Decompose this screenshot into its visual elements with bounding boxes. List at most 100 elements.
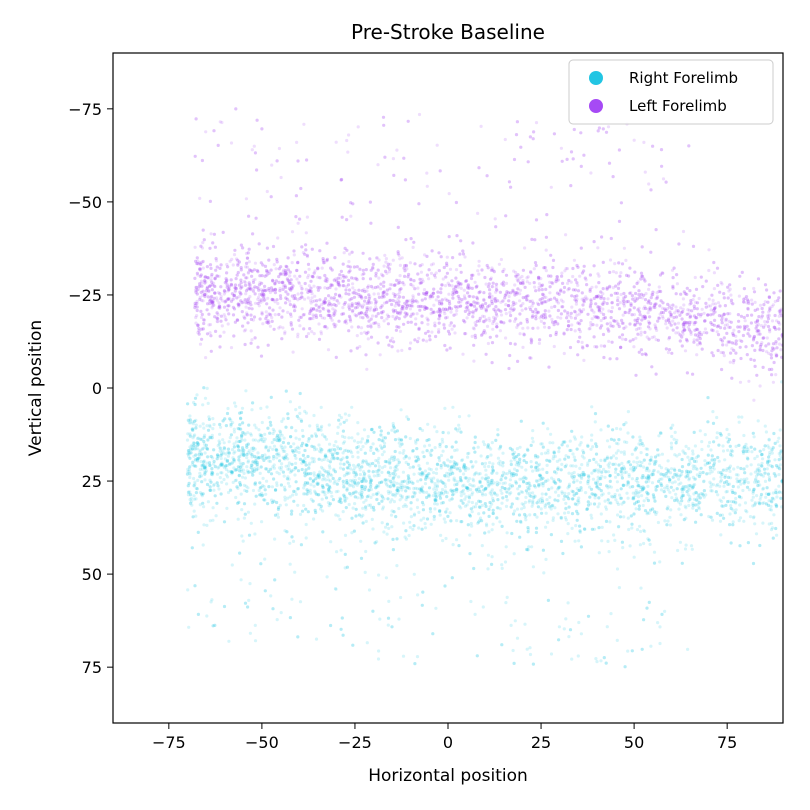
point-right-forelimb	[618, 427, 623, 431]
point-right-forelimb	[534, 461, 539, 465]
point-right-forelimb	[347, 461, 351, 465]
point-right-forelimb	[371, 493, 375, 497]
point-right-forelimb	[251, 460, 255, 464]
point-right-forelimb	[302, 486, 306, 490]
point-right-forelimb	[708, 440, 712, 445]
point-right-forelimb	[469, 599, 473, 604]
point-right-forelimb	[194, 453, 198, 457]
point-right-forelimb	[684, 516, 688, 520]
point-right-forelimb	[484, 473, 488, 477]
point-right-forelimb	[342, 462, 346, 466]
point-right-forelimb	[406, 486, 410, 490]
point-right-forelimb	[451, 464, 455, 469]
point-right-forelimb	[526, 526, 530, 530]
point-right-forelimb	[639, 464, 643, 468]
point-right-forelimb	[757, 501, 761, 505]
point-right-forelimb	[462, 464, 466, 468]
point-right-forelimb	[339, 447, 343, 451]
point-right-forelimb	[245, 469, 249, 473]
point-right-forelimb	[234, 440, 238, 444]
point-right-forelimb	[341, 451, 345, 455]
point-right-forelimb	[235, 485, 239, 489]
point-right-forelimb	[708, 465, 712, 469]
point-right-forelimb	[240, 534, 244, 538]
point-right-forelimb	[437, 456, 441, 460]
point-right-forelimb	[319, 465, 324, 469]
point-right-forelimb	[313, 489, 317, 493]
point-right-forelimb	[752, 435, 756, 439]
point-right-forelimb	[229, 433, 233, 437]
point-right-forelimb	[294, 447, 298, 451]
point-right-forelimb	[377, 456, 381, 460]
point-right-forelimb	[201, 403, 205, 407]
point-right-forelimb	[421, 590, 425, 594]
point-right-forelimb	[509, 505, 513, 509]
point-right-forelimb	[627, 474, 631, 479]
point-right-forelimb	[678, 474, 682, 478]
point-right-forelimb	[627, 527, 631, 532]
point-right-forelimb	[606, 470, 611, 474]
point-right-forelimb	[256, 456, 260, 460]
point-right-forelimb	[428, 510, 433, 514]
point-right-forelimb	[186, 588, 190, 592]
point-right-forelimb	[516, 487, 520, 491]
point-right-forelimb	[483, 487, 488, 491]
point-right-forelimb	[557, 625, 562, 629]
point-right-forelimb	[273, 513, 278, 517]
point-right-forelimb	[659, 488, 664, 492]
point-right-forelimb	[477, 505, 482, 509]
point-right-forelimb	[614, 467, 618, 471]
point-right-forelimb	[559, 539, 564, 544]
point-right-forelimb	[385, 532, 389, 536]
point-right-forelimb	[327, 478, 331, 482]
point-right-forelimb	[765, 486, 769, 490]
point-right-forelimb	[341, 441, 345, 445]
point-right-forelimb	[647, 538, 651, 542]
point-right-forelimb	[639, 586, 643, 590]
point-right-forelimb	[491, 511, 495, 515]
point-right-forelimb	[739, 478, 743, 482]
point-right-forelimb	[374, 447, 379, 451]
point-right-forelimb	[193, 584, 197, 588]
point-right-forelimb	[226, 447, 231, 451]
point-right-forelimb	[253, 623, 257, 628]
point-right-forelimb	[262, 439, 266, 444]
point-right-forelimb	[698, 471, 702, 475]
point-right-forelimb	[335, 482, 339, 486]
point-right-forelimb	[392, 455, 396, 459]
point-right-forelimb	[758, 543, 762, 548]
point-right-forelimb	[728, 469, 732, 473]
point-right-forelimb	[371, 609, 375, 613]
point-right-forelimb	[377, 464, 381, 468]
point-right-forelimb	[417, 526, 421, 530]
point-right-forelimb	[354, 473, 359, 477]
point-right-forelimb	[347, 463, 352, 467]
point-right-forelimb	[330, 473, 334, 478]
point-right-forelimb	[737, 415, 741, 419]
point-right-forelimb	[602, 656, 606, 660]
point-right-forelimb	[709, 515, 713, 519]
point-right-forelimb	[372, 508, 376, 512]
point-right-forelimb	[699, 492, 703, 496]
point-right-forelimb	[320, 497, 324, 501]
point-right-forelimb	[543, 451, 548, 455]
point-right-forelimb	[464, 468, 468, 473]
point-right-forelimb	[410, 495, 415, 499]
point-right-forelimb	[774, 503, 778, 507]
point-right-forelimb	[236, 445, 240, 449]
point-right-forelimb	[639, 485, 643, 489]
point-right-forelimb	[575, 447, 579, 451]
point-right-forelimb	[597, 551, 601, 555]
point-right-forelimb	[731, 449, 735, 453]
point-right-forelimb	[775, 491, 779, 495]
point-right-forelimb	[614, 456, 619, 460]
point-right-forelimb	[424, 473, 428, 477]
point-right-forelimb	[436, 480, 440, 484]
point-right-forelimb	[553, 454, 557, 459]
point-right-forelimb	[269, 467, 273, 471]
point-right-forelimb	[285, 530, 289, 534]
point-right-forelimb	[413, 662, 417, 666]
point-right-forelimb	[566, 601, 570, 605]
point-right-forelimb	[762, 448, 766, 452]
point-right-forelimb	[275, 481, 279, 485]
